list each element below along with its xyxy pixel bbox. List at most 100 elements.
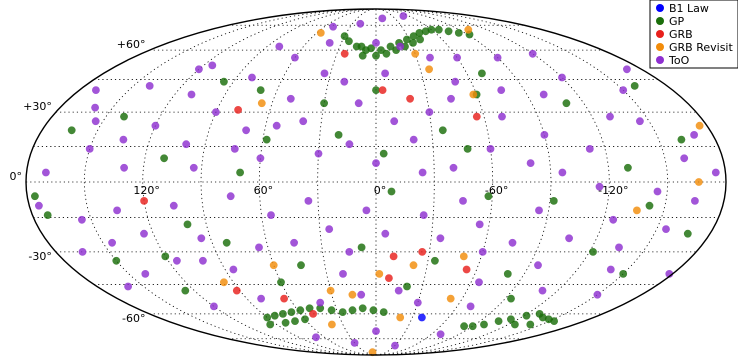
data-point-gp [279, 310, 287, 318]
data-point-too [390, 117, 399, 126]
data-point-grb-revisit [425, 65, 433, 74]
data-point-too [210, 302, 218, 311]
data-point-too [426, 53, 434, 62]
data-point-grb-revisit [396, 313, 405, 322]
data-point-gp [409, 39, 417, 47]
data-point-too [540, 131, 549, 139]
legend-label: B1 Law [669, 2, 709, 15]
data-point-gp [183, 220, 192, 229]
meridian-line [142, 8, 377, 356]
data-point-gp [478, 69, 486, 78]
data-point-gp [236, 168, 245, 177]
data-point-too [91, 117, 100, 126]
data-point-too [558, 73, 566, 82]
data-point-too [195, 65, 203, 74]
data-point-too [248, 73, 256, 82]
data-point-grb [232, 286, 241, 295]
data-point-gp [427, 25, 436, 34]
data-point-too [372, 159, 380, 168]
x-tick-label: 120° [133, 184, 160, 197]
data-point-too [257, 294, 265, 303]
legend-marker [656, 43, 664, 51]
data-point-gp [522, 311, 531, 320]
graticule [26, 8, 726, 356]
data-point-gp [277, 278, 285, 287]
x-tick-label: -120° [598, 184, 628, 197]
legend-label: ToO [668, 54, 690, 67]
data-point-gp [683, 229, 692, 238]
data-point-grb [378, 86, 387, 94]
data-point-grb [389, 252, 398, 261]
meridian-line [200, 8, 377, 356]
data-point-gp [416, 35, 424, 44]
data-point-too [436, 330, 445, 339]
data-point-too [535, 206, 543, 215]
data-point-too [256, 154, 265, 163]
data-point-too [145, 82, 154, 90]
meridian-line [375, 8, 610, 356]
data-point-gp [358, 304, 367, 313]
data-point-gp [270, 311, 279, 320]
data-point-grb-revisit [269, 261, 278, 270]
x-tick-label: 0° [374, 184, 387, 197]
data-point-gp [334, 131, 343, 139]
data-point-grb-revisit [257, 99, 266, 108]
data-point-too [173, 256, 181, 265]
data-point-too [345, 140, 354, 149]
data-point-too [229, 265, 238, 274]
data-point-gp [372, 86, 380, 94]
data-point-gp [630, 82, 639, 90]
data-point-too [585, 145, 594, 153]
data-point-gp [403, 282, 411, 291]
data-point-too [113, 206, 121, 215]
data-point-too [595, 182, 604, 191]
data-point-too [691, 197, 699, 205]
tick-labels: 120° 60° 0° -60° -120° +60° +30° 0° -30° -60° [10, 38, 629, 325]
data-point-gp [256, 86, 265, 94]
x-tick-label: 60° [254, 184, 274, 197]
data-point-grb-revisit [411, 49, 420, 58]
y-tick-label: +60° [117, 38, 146, 51]
data-point-gp [387, 187, 396, 196]
data-point-grb-revisit [375, 270, 384, 278]
data-point-too [493, 53, 502, 62]
data-point-gp [357, 243, 366, 252]
data-point-gp [480, 320, 488, 329]
data-point-gp [511, 320, 519, 329]
data-point-too [394, 286, 403, 295]
data-point-too [662, 225, 670, 234]
data-point-gp [454, 29, 463, 37]
data-point-too [291, 53, 299, 62]
data-point-gp [222, 238, 231, 247]
data-point-too [242, 126, 251, 135]
data-point-grb-revisit [348, 290, 357, 299]
data-point-too [475, 278, 483, 287]
data-point-too [497, 86, 506, 94]
data-point-gp [503, 270, 512, 278]
data-point-too [609, 215, 618, 224]
data-point-gp [550, 317, 558, 325]
data-point-too [606, 265, 615, 274]
data-point-too [606, 112, 614, 121]
data-point-gp [120, 112, 128, 121]
data-point-too [399, 12, 408, 20]
data-point-too [615, 243, 623, 252]
data-point-gp [484, 192, 493, 201]
data-point-too [350, 339, 359, 347]
data-point-too [320, 69, 329, 78]
data-point-gp [352, 42, 361, 51]
data-point-grb-revisit [328, 320, 336, 329]
data-point-gp [444, 27, 453, 36]
data-point-too [42, 168, 50, 177]
data-point-too [419, 211, 428, 220]
data-point-too [593, 290, 602, 299]
data-point-gp [538, 313, 547, 322]
data-point-too [447, 94, 455, 103]
data-point-grb-revisit [220, 278, 228, 287]
data-point-too [329, 22, 337, 31]
data-point-too [466, 302, 475, 311]
data-point-too [558, 168, 567, 177]
legend-label: GP [669, 15, 685, 28]
data-point-too [212, 108, 220, 116]
